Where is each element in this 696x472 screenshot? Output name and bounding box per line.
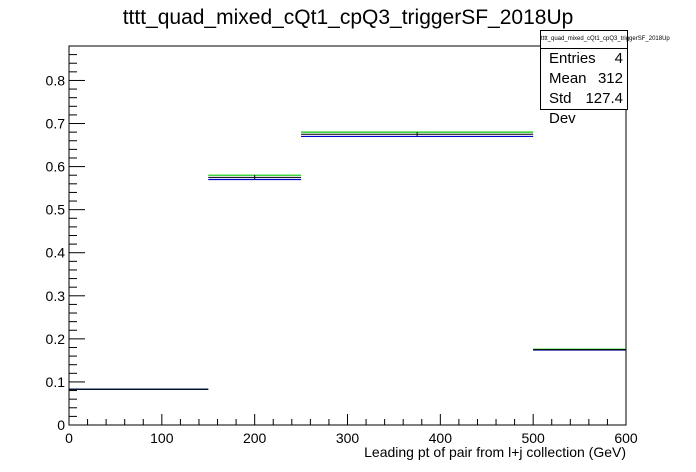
x-axis-label: Leading pt of pair from l+j collection (… [364, 444, 626, 460]
stats-value-mean: 312 [597, 70, 623, 87]
x-tick-label: 300 [336, 430, 360, 446]
x-tick-label: 0 [65, 430, 73, 446]
stats-label-mean: Mean [549, 70, 587, 87]
stats-label-entries: Entries [549, 50, 596, 67]
x-tick-label: 100 [150, 430, 174, 446]
x-tick-label: 400 [429, 430, 453, 446]
y-tick-label: 0.5 [46, 202, 66, 218]
stats-box-title: tttt_quad_mixed_cQt1_cpQ3_triggerSF_2018… [541, 31, 670, 49]
x-tick-label: 600 [614, 430, 638, 446]
chart-title: tttt_quad_mixed_cQt1_cpQ3_triggerSF_2018… [122, 6, 574, 29]
y-tick-label: 0.1 [46, 374, 66, 390]
stats-box: tttt_quad_mixed_cQt1_cpQ3_triggerSF_2018… [540, 30, 670, 127]
y-tick-label: 0.4 [46, 245, 66, 261]
y-tick-label: 0.6 [46, 159, 66, 175]
y-tick-label: 0.7 [46, 116, 66, 132]
stats-value-stddev: 127.4 [585, 90, 623, 107]
stats-label-stddev: Std Dev [549, 90, 576, 127]
y-tick-label: 0 [57, 417, 65, 433]
x-tick-label: 500 [521, 430, 545, 446]
y-tick-label: 0.8 [46, 72, 66, 88]
stats-row-stddev: Std Dev 127.4 [541, 89, 627, 129]
x-tick-label: 200 [243, 430, 267, 446]
y-tick-label: 0.3 [46, 288, 66, 304]
y-tick-label: 0.2 [46, 331, 66, 347]
stats-value-entries: 4 [614, 50, 623, 67]
stats-row-entries: Entries 4 [541, 49, 627, 69]
stats-row-mean: Mean 312 [541, 69, 627, 89]
